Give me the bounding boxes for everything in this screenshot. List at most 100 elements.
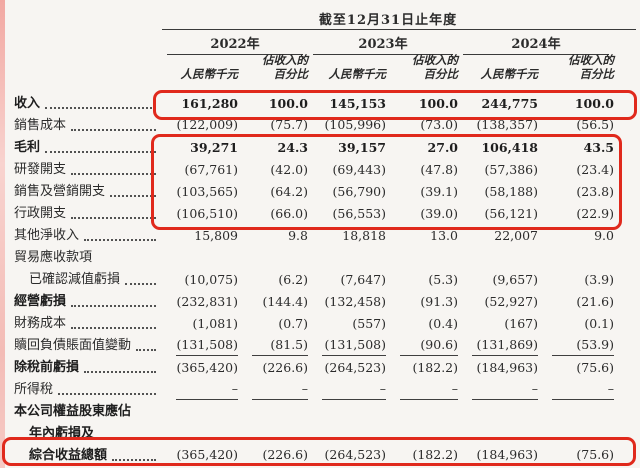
cell-amount-2024: 22,007 (494, 228, 538, 243)
dot-leader (71, 128, 156, 131)
highlight-box-total-comprehensive-row (2, 437, 636, 466)
cell-pct-2024: (75.6) (576, 360, 614, 375)
row-label: 銷售成本 (14, 118, 67, 133)
cell-pct-2022: (144.4) (262, 294, 308, 309)
year-header-2024: 2024年 (458, 33, 614, 55)
table-row-impairment-loss: 已確認減值虧損 (10,075) (6.2) (7,647) (5.3) (9,… (14, 268, 614, 290)
dot-leader (136, 348, 156, 351)
cell-pct-2023: (90.6) (400, 337, 458, 356)
cell-pct-2024: 43.5 (583, 140, 614, 155)
table-row-loss-before-tax: 除稅前虧損 (365,420) (226.6) (264,523) (182.2… (14, 356, 614, 378)
dot-leader (71, 172, 156, 175)
cell-amount-2023: (132,458) (324, 294, 386, 309)
cell-pct-2023: 27.0 (427, 140, 458, 155)
cell-amount-2022: (67,761) (184, 162, 239, 177)
cell-amount-2023: 39,157 (338, 140, 386, 155)
dot-leader (71, 216, 156, 219)
amount-unit-header-2023: 人民幣千元 (328, 67, 387, 81)
dot-leader (84, 370, 156, 373)
cell-amount-2023: (131,508) (322, 337, 386, 356)
dot-leader (45, 150, 156, 153)
cell-amount-2024: 106,418 (481, 140, 538, 155)
cell-amount-2024: – (472, 381, 538, 400)
dot-leader (71, 326, 156, 329)
table-row-operating-loss: 經營虧損 (232,831) (144.4) (132,458) (91.3) … (14, 290, 614, 312)
cell-pct-2022: (6.2) (278, 272, 308, 287)
row-label: 本公司權益股東應佔 (14, 404, 132, 419)
table-row-cost-of-sales: 銷售成本 (122,009) (75.7) (105,996) (73.0) (… (14, 114, 614, 136)
cell-amount-2023: (56,553) (332, 206, 387, 221)
cell-amount-2022: 161,280 (181, 96, 238, 111)
column-header-row: 人民幣千元 佔收入的 百分比 人民幣千元 佔收入的 百分比 人民幣千元 佔收入的… (14, 53, 615, 81)
row-label: 研發開支 (14, 162, 67, 177)
cell-amount-2024: (58,188) (484, 184, 539, 199)
cell-pct-2023: 100.0 (418, 96, 458, 111)
amount-unit-header-2024: 人民幣千元 (480, 67, 539, 81)
cell-amount-2023: (557) (352, 316, 386, 331)
table-row-finance-costs: 財務成本 (1,081) (0.7) (557) (0.4) (167) (0.… (14, 312, 614, 334)
pct-header-line2: 百分比 (273, 67, 309, 81)
row-label: 已確認減值虧損 (29, 272, 121, 287)
cell-amount-2023: (56,790) (332, 184, 387, 199)
cell-pct-2024: (21.6) (576, 294, 614, 309)
cell-amount-2024: (184,963) (476, 360, 538, 375)
row-label: 所得稅 (14, 382, 54, 397)
cell-pct-2022: (66.0) (270, 206, 308, 221)
cell-pct-2023: (39.0) (420, 206, 458, 221)
row-label: 銷售及營銷開支 (14, 184, 106, 199)
dot-leader (110, 194, 156, 197)
cell-amount-2022: 15,809 (194, 228, 238, 243)
cell-amount-2024: (167) (504, 316, 538, 331)
row-label: 其他淨收入 (14, 228, 80, 243)
cell-amount-2022: (106,510) (176, 206, 238, 221)
cell-pct-2023: (5.3) (428, 272, 458, 287)
cell-pct-2023: (182.2) (412, 360, 458, 375)
cell-amount-2022: 39,271 (190, 140, 238, 155)
table-row-revenue: 收入 161,280 100.0 145,153 100.0 244,775 1… (14, 92, 614, 114)
cell-pct-2024: 9.0 (594, 228, 614, 243)
row-label: 財務成本 (14, 316, 67, 331)
cell-amount-2022: (1,081) (192, 316, 238, 331)
row-label: 行政開支 (14, 206, 67, 221)
pct-header-2023: 佔收入的 百分比 (400, 53, 458, 81)
cell-pct-2022: 24.3 (277, 140, 308, 155)
table-row-selling-marketing-expenses: 銷售及營銷開支 (103,565) (64.2) (56,790) (39.1)… (14, 180, 614, 202)
cell-amount-2024: 244,775 (481, 96, 538, 111)
table-row-trade-receivables-caption: 貿易應收款項 (14, 246, 614, 268)
header-rule (162, 29, 636, 30)
cell-amount-2024: (131,869) (472, 337, 538, 356)
row-label: 收入 (14, 96, 41, 111)
dot-leader (45, 106, 156, 109)
row-label: 毛利 (14, 140, 41, 155)
pct-header-line2: 百分比 (579, 67, 615, 81)
cell-pct-2024: (0.1) (584, 316, 614, 331)
row-label: 除稅前虧損 (14, 360, 80, 375)
cell-pct-2024: (3.9) (584, 272, 614, 287)
cell-amount-2024: (52,927) (484, 294, 539, 309)
row-label: 贖回負債賬面值變動 (14, 338, 132, 353)
cell-amount-2024: (9,657) (492, 272, 538, 287)
table-row-other-net-income: 其他淨收入 15,809 9.8 18,818 13.0 22,007 9.0 (14, 224, 614, 246)
cell-pct-2023: – (400, 381, 458, 400)
year-header-2023: 2023年 (308, 33, 458, 55)
pct-header-2024: 佔收入的 百分比 (552, 53, 614, 81)
cell-amount-2022: (10,075) (184, 272, 239, 287)
table-row-equity-shareholders-caption: 本公司權益股東應佔 (14, 400, 614, 422)
cell-amount-2022: (103,565) (176, 184, 238, 199)
cell-pct-2022: (81.5) (252, 337, 308, 356)
table-body: 收入 161,280 100.0 145,153 100.0 244,775 1… (14, 92, 614, 466)
cell-pct-2024: – (552, 381, 614, 400)
cell-amount-2023: – (322, 381, 386, 400)
cell-pct-2024: (53.9) (552, 337, 614, 356)
cell-amount-2022: (131,508) (176, 337, 238, 356)
period-header: 截至12月31日止年度 (318, 13, 458, 28)
amount-unit-header-2022: 人民幣千元 (180, 67, 239, 81)
cell-pct-2022: – (252, 381, 308, 400)
cell-pct-2023: (91.3) (420, 294, 458, 309)
dot-leader (71, 304, 156, 307)
cell-amount-2023: 18,818 (342, 228, 386, 243)
cell-pct-2022: (0.7) (278, 316, 308, 331)
year-header-row: 2022年 2023年 2024年 (162, 33, 614, 55)
cell-amount-2023: (7,647) (340, 272, 386, 287)
cell-amount-2023: (264,523) (324, 360, 386, 375)
